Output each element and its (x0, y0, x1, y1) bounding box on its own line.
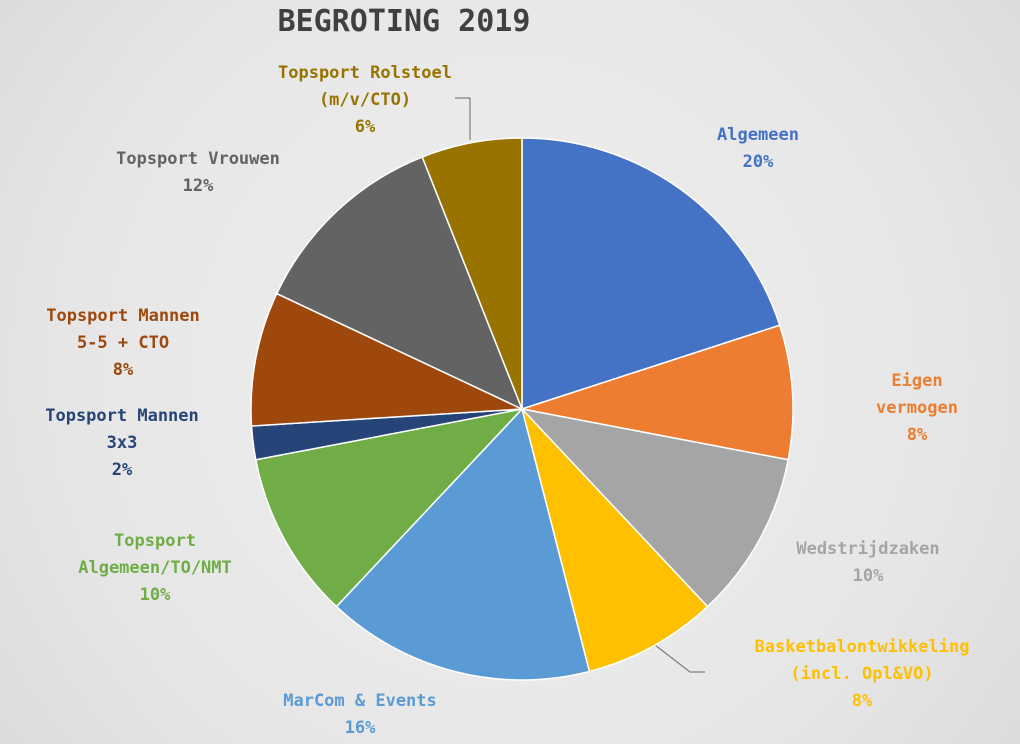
value-label: 20% (742, 152, 774, 172)
category-label: Algemeen (717, 125, 799, 145)
value-label: 8% (851, 691, 873, 711)
value-label: 8% (112, 360, 134, 380)
value-label: 16% (344, 718, 376, 738)
value-label: 12% (182, 176, 214, 196)
category-label: MarCom & Events (283, 691, 437, 711)
category-label: Wedstrijdzaken (796, 539, 940, 559)
slice-label: Topsport Rolstoel (m/v/CTO) 6% (278, 60, 452, 141)
category-label: Eigen vermogen (876, 371, 958, 418)
pie-slice (275, 156, 524, 411)
value-label: 6% (354, 117, 376, 137)
chart-title: BEGROTING 2019 (277, 4, 531, 39)
category-label: Topsport Mannen 5-5 + CTO (46, 306, 200, 353)
slice-label: Eigen vermogen 8% (866, 368, 969, 449)
slice-label: MarCom & Events 16% (283, 688, 437, 742)
pie-slice (521, 137, 781, 411)
pie-slice (250, 292, 523, 427)
category-label: Topsport Algemeen/TO/NMT (78, 531, 232, 578)
slice-label: Algemeen 20% (717, 122, 799, 176)
value-label: 8% (906, 425, 928, 445)
slice-label: Basketbalontwikkeling (incl. Opl&VO) 8% (755, 634, 970, 715)
slice-label: Topsport Vrouwen 12% (116, 146, 280, 200)
value-label: 2% (111, 460, 133, 480)
slice-label: Topsport Mannen 5-5 + CTO 8% (46, 303, 200, 384)
pie-slice (335, 407, 591, 681)
pie-slice (254, 407, 525, 608)
pie-slice (521, 324, 794, 461)
value-label: 10% (139, 585, 171, 605)
slice-label: Topsport Algemeen/TO/NMT 10% (78, 528, 232, 609)
category-label: Topsport Mannen 3x3 (45, 406, 199, 453)
leader-line (455, 97, 471, 140)
category-label: Topsport Vrouwen (116, 149, 280, 169)
category-label: Basketbalontwikkeling (incl. Opl&VO) (754, 637, 970, 684)
pie-slice (521, 408, 709, 673)
category-label: Topsport Rolstoel (m/v/CTO) (278, 63, 452, 110)
slice-label: Wedstrijdzaken 10% (796, 536, 939, 590)
leader-line (654, 644, 705, 673)
pie-slice (519, 407, 790, 608)
slice-label: Topsport Mannen 3x3 2% (45, 403, 199, 484)
value-label: 10% (852, 566, 884, 586)
pie-slice (421, 137, 523, 410)
